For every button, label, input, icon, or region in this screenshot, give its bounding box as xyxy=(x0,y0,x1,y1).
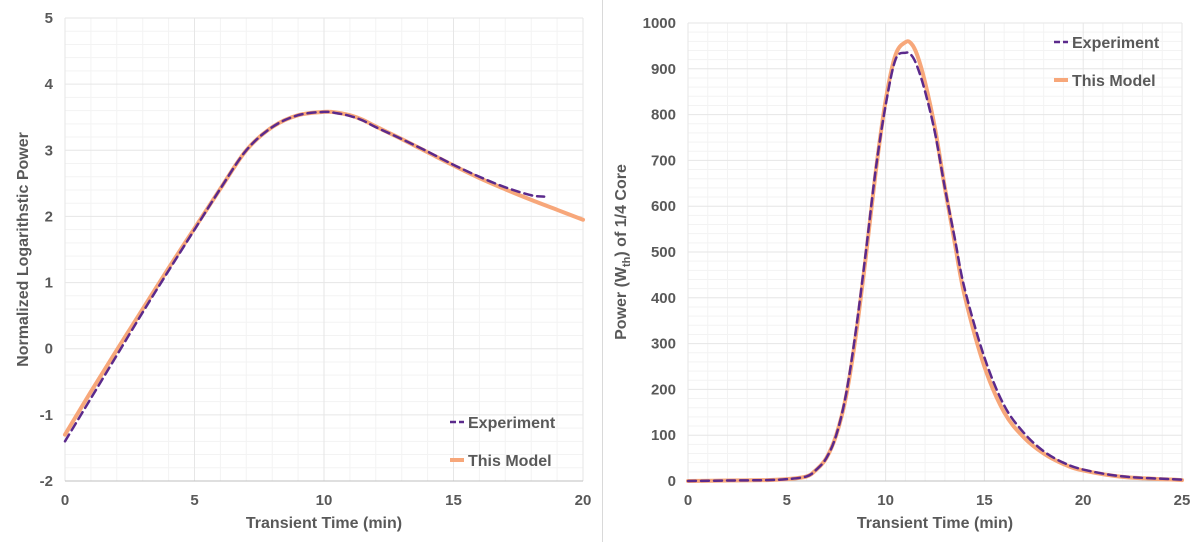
power-chart: 0 5 10 15 20 25 0 100 200 300 400 500 600 700 800 900 10… xyxy=(613,15,1191,532)
log-power-chart: 0 5 10 15 20 -2 -1 0 1 2 3 4 5 Transient Time (min) No… xyxy=(15,10,592,532)
y-tick-label: 500 xyxy=(651,244,676,261)
x-tick-label: 25 xyxy=(1174,492,1191,509)
x-tick-label: 0 xyxy=(61,492,69,509)
y-tick-label: 700 xyxy=(651,152,676,169)
y-tick-label: -1 xyxy=(40,407,53,424)
x-tick-label: 15 xyxy=(976,492,993,509)
y-tick-label: 600 xyxy=(651,198,676,215)
gridlines xyxy=(64,17,584,482)
y-tick-label: 0 xyxy=(45,341,53,358)
y-tick-label: 800 xyxy=(651,107,676,124)
y-tick-label: 2 xyxy=(45,208,53,225)
x-tick-label: 15 xyxy=(445,492,462,509)
chart-right: 0 5 10 15 20 25 0 100 200 300 400 500 600 700 800 900 10… xyxy=(604,0,1200,542)
y-tick-label: 300 xyxy=(651,336,676,353)
y-axis-title: Power (Wth) of 1/4 Core xyxy=(613,164,633,340)
legend: Experiment This Model xyxy=(450,415,556,470)
chart-left: 0 5 10 15 20 -2 -1 0 1 2 3 4 5 Transient Time (min) No… xyxy=(15,0,603,542)
y-tick-label: 400 xyxy=(651,290,676,307)
x-tick-label: 5 xyxy=(783,492,791,509)
y-tick-label: 900 xyxy=(651,61,676,78)
y-tick-label: 5 xyxy=(45,10,53,27)
y-tick-label: 0 xyxy=(668,473,676,490)
gridlines xyxy=(687,22,1183,482)
x-axis-title: Transient Time (min) xyxy=(857,515,1013,532)
x-axis-title: Transient Time (min) xyxy=(246,515,402,532)
x-tick-label: 20 xyxy=(1075,492,1092,509)
y-tick-label: 4 xyxy=(45,76,54,93)
legend-model-label: This Model xyxy=(468,453,552,470)
y-tick-label: 3 xyxy=(45,142,53,159)
x-tick-label: 20 xyxy=(575,492,592,509)
y-tick-label: 1000 xyxy=(643,15,676,32)
y-tick-label: 200 xyxy=(651,381,676,398)
experiment-series-line xyxy=(686,51,1184,483)
y-tick-label: -2 xyxy=(40,473,53,490)
x-tick-label: 0 xyxy=(684,492,692,509)
legend: Experiment This Model xyxy=(1054,35,1160,90)
experiment-series-line xyxy=(63,110,546,443)
x-tick-label: 5 xyxy=(190,492,198,509)
x-tick-label: 10 xyxy=(316,492,333,509)
y-axis-title: Normalized Logarithstic Power xyxy=(15,132,32,367)
legend-experiment-label: Experiment xyxy=(1072,35,1160,52)
x-tick-label: 10 xyxy=(877,492,894,509)
legend-model-label: This Model xyxy=(1072,73,1156,90)
y-tick-label: 100 xyxy=(651,427,676,444)
y-tick-label: 1 xyxy=(45,275,53,292)
legend-experiment-label: Experiment xyxy=(468,415,556,432)
